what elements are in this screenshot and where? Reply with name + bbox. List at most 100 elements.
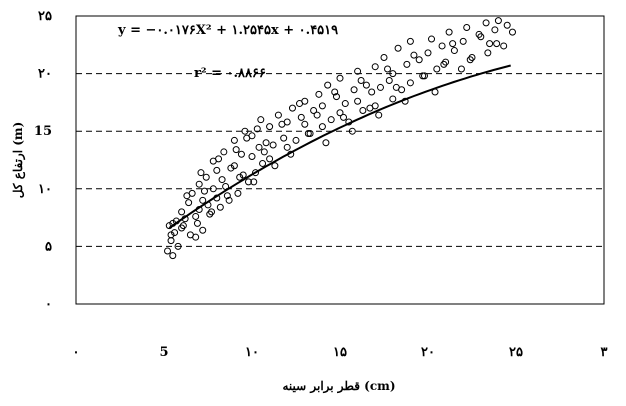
data-point [202, 173, 210, 181]
data-point [195, 180, 203, 188]
data-point [288, 104, 296, 112]
data-point [167, 237, 175, 245]
data-point [406, 79, 414, 87]
data-point [403, 60, 411, 68]
data-point [310, 106, 318, 114]
data-point [389, 95, 397, 103]
plot-frame [75, 15, 605, 305]
data-point [494, 17, 502, 25]
data-point [366, 104, 374, 112]
data-point [215, 155, 223, 163]
data-point [218, 176, 226, 184]
data-point [362, 81, 370, 89]
data-point [185, 199, 193, 207]
data-point [244, 178, 252, 186]
data-point [410, 51, 418, 59]
data-point [259, 159, 267, 167]
data-point [327, 116, 335, 124]
data-point [322, 139, 330, 147]
y-tick-label: ۰ [45, 297, 52, 312]
data-point [445, 28, 453, 36]
x-tick-labels: ۰ 5 ۱۰ ۱۵ ۲۰ ۲۵ ۳ [73, 345, 608, 360]
data-point [164, 247, 172, 255]
data-point [223, 192, 231, 200]
r-squared-label: r² = ۰.۸۸۶۶ [194, 66, 266, 81]
x-axis-title: قطر برابر سینه (cm) [282, 379, 395, 394]
data-point [178, 208, 186, 216]
data-point [179, 222, 187, 230]
data-point [428, 35, 436, 43]
data-point [248, 153, 256, 161]
data-point [482, 19, 490, 27]
data-point [357, 77, 365, 85]
data-point [292, 136, 300, 144]
x-tick-label: ۱۵ [333, 345, 347, 360]
data-point [174, 242, 182, 250]
data-point [359, 106, 367, 114]
data-point [318, 102, 326, 110]
y-tick-labels: ۰ ۵ ۱۰ 15 ۲۰ ۲۵ [34, 9, 52, 312]
data-point [232, 146, 240, 154]
data-point [315, 90, 323, 98]
data-point [301, 120, 309, 128]
data-point [262, 139, 270, 147]
data-point [394, 44, 402, 52]
data-point [220, 148, 228, 156]
data-point [348, 127, 356, 135]
data-point [475, 30, 483, 38]
data-point [257, 116, 265, 124]
data-point [336, 74, 344, 82]
data-point [241, 127, 249, 135]
data-point [449, 40, 457, 48]
data-point [183, 192, 191, 200]
data-point [324, 81, 332, 89]
data-point [385, 77, 393, 85]
data-point [392, 83, 400, 91]
x-tick-label: ۳ [601, 345, 608, 360]
data-point [332, 93, 340, 101]
data-points [164, 17, 516, 260]
y-axis-title: ارتفاع کل (m) [11, 122, 26, 199]
data-point [459, 37, 467, 45]
data-point [225, 196, 233, 204]
data-point [450, 47, 458, 55]
data-point [354, 67, 362, 75]
data-point [486, 40, 494, 48]
data-point [283, 143, 291, 151]
data-point [193, 219, 201, 227]
data-point [208, 208, 216, 216]
data-point [278, 120, 286, 128]
data-point [230, 162, 238, 170]
trendline-equation: y = −۰.۰۱۷۶X² + ۱.۲۵۴۵x + ۰.۴۵۱۹ [117, 23, 338, 38]
data-point [271, 162, 279, 170]
data-point [389, 70, 397, 78]
data-point [419, 72, 427, 80]
data-point [213, 166, 221, 174]
data-point [371, 63, 379, 71]
data-point [318, 123, 326, 131]
data-point [503, 21, 511, 29]
data-point [313, 111, 321, 119]
data-point [197, 169, 205, 177]
data-point [336, 109, 344, 117]
y-tick-label: ۲۵ [38, 9, 52, 24]
data-point [230, 136, 238, 144]
data-point [250, 178, 258, 186]
data-point [199, 226, 207, 234]
data-point [463, 24, 471, 32]
data-point [440, 60, 448, 68]
data-point [331, 88, 339, 96]
data-point [341, 100, 349, 108]
data-point [234, 189, 242, 197]
data-point [406, 37, 414, 45]
data-point [167, 231, 175, 239]
x-tick-label: ۲۵ [509, 345, 523, 360]
x-tick-label: 5 [159, 345, 168, 360]
data-point [209, 185, 217, 193]
data-point [236, 173, 244, 181]
data-point [297, 113, 305, 121]
y-tick-label: ۵ [45, 239, 52, 254]
data-point [200, 187, 208, 195]
